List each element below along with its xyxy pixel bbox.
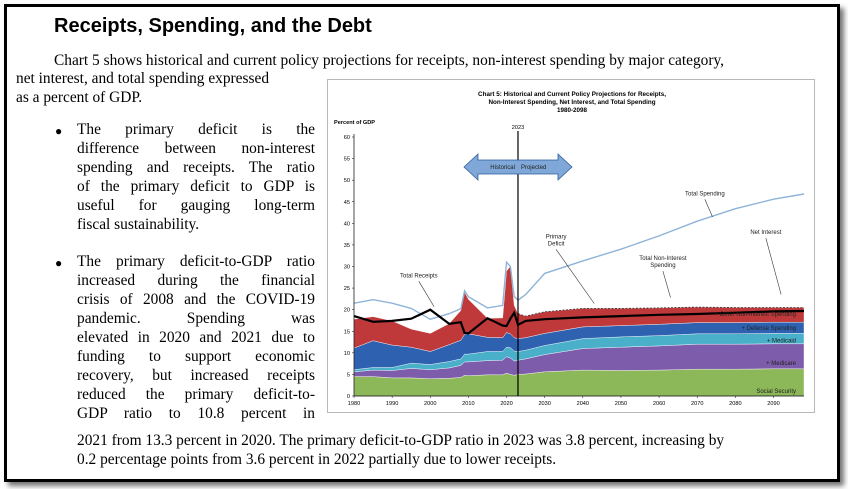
x-tick-label: 2080 (729, 401, 741, 407)
bullet-2-line: reduced the primary deficit-to- (77, 386, 315, 403)
y-tick-label: 0 (347, 394, 350, 400)
bullet-1-line: difference between non-interest (77, 140, 315, 157)
bullet-2-line: pandemic. Spending was (77, 310, 315, 327)
annotation-primary-deficit: Primary (546, 234, 567, 240)
bullet-2-line: recovery, but increased receipts (77, 367, 315, 384)
bullet-1-line: fiscal sustainability. (77, 216, 200, 233)
y-tick-label: 40 (344, 221, 350, 227)
annotation-primary-deficit: Deficit (548, 241, 565, 247)
annotation-net-interest: Net Interest (750, 230, 781, 236)
historical-label: Historical (490, 165, 515, 171)
x-tick-label: 2030 (538, 401, 550, 407)
y-tick-label: 10 (344, 351, 350, 357)
intro-line-2: net interest, and total spending express… (16, 70, 270, 87)
y-tick-label: 60 (344, 135, 350, 141)
area-other-non-interest-spending (353, 265, 805, 352)
chart-svg: Chart 5: Historical and Current Policy P… (334, 91, 805, 407)
divider-2023-label: 2023 (512, 125, 524, 131)
legend-label-other-non-interest-spending: + Other Non-interest Spending (714, 312, 796, 318)
bullet-2-line: crisis of 2008 and the COVID-19 (77, 291, 315, 308)
legend-label-defense-spending: + Defense Spending (741, 326, 796, 332)
annotation-total-non-interest-spending: Spending (650, 263, 675, 269)
chart-5-figure: Chart 5: Historical and Current Policy P… (327, 79, 815, 413)
bullet-1-line: spending and receipts. The ratio (77, 159, 315, 176)
annotation-pointer (662, 270, 671, 298)
x-tick-label: 2050 (615, 401, 627, 407)
x-tick-label: 2060 (653, 401, 665, 407)
chart-title-line: Non-Interest Spending, Net Interest, and… (488, 99, 655, 106)
projected-label: Projected (521, 165, 546, 171)
intro-line-3: as a percent of GDP. (16, 89, 143, 106)
annotation-pointer (765, 238, 782, 295)
y-axis-label: Percent of GDP (334, 120, 375, 126)
y-tick-label: 30 (344, 265, 350, 271)
y-tick-label: 55 (344, 157, 350, 163)
legend-label-medicaid: + Medicaid (767, 338, 796, 344)
y-tick-label: 15 (344, 329, 350, 335)
bullet-2-line: funding to support economic (77, 348, 315, 365)
annotation-pointer (418, 281, 435, 307)
y-tick-label: 25 (344, 286, 350, 292)
annotation-pointer (704, 199, 713, 217)
x-tick-label: 1990 (386, 401, 398, 407)
bullet-1-line: of the primary deficit to GDP is (77, 178, 315, 195)
closing-line-2: 0.2 percentage points from 3.6 percent i… (77, 451, 557, 468)
bullet-dot-icon: ● (55, 256, 63, 270)
plot-area: 0 5 10 15 20 25 30 35 40 45 50 55 60 1980 1990 2000 2010… (344, 125, 805, 407)
annotation-total-spending: Total Spending (685, 191, 725, 197)
bullet-dot-icon: ● (55, 124, 63, 138)
x-tick-label: 2070 (691, 401, 703, 407)
x-tick-label: 2090 (767, 401, 779, 407)
bullet-2-line: increased during the financial (77, 272, 315, 289)
bullet-1-line: The primary deficit is the (77, 121, 315, 138)
y-tick-label: 5 (347, 372, 350, 378)
total-receipts-line (353, 308, 805, 335)
legend-label-social-security: Social Security (756, 389, 796, 395)
bullet-2-line: GDP ratio to 10.8 percent in (77, 405, 315, 422)
closing-line-1: 2021 from 13.3 percent in 2020. The prim… (77, 432, 725, 449)
y-tick-label: 20 (344, 308, 350, 314)
y-tick-label: 35 (344, 243, 350, 249)
section-title: Receipts, Spending, and the Debt (54, 15, 372, 37)
total-spending-line (353, 193, 805, 320)
intro-line-1: Chart 5 shows historical and current pol… (54, 52, 725, 69)
legend-label-medicare: + Medicare (766, 361, 797, 367)
y-tick-label: 50 (344, 178, 350, 184)
total-noninterest-spending-line (517, 306, 804, 317)
chart-title-line: 1980-2098 (557, 107, 588, 114)
annotation-total-receipts: Total Receipts (400, 273, 438, 279)
x-tick-label: 2040 (577, 401, 589, 407)
annotation-pointer (555, 249, 595, 304)
bullet-2-line: The primary deficit-to-GDP ratio (77, 253, 315, 270)
bullet-2-line: elevated in 2020 and 2021 due to (77, 329, 315, 346)
x-tick-label: 2010 (462, 401, 474, 407)
chart-title-line: Chart 5: Historical and Current Policy P… (478, 91, 666, 98)
x-tick-label: 1980 (348, 401, 360, 407)
bullet-1-line: useful for gauging long-term (77, 197, 315, 214)
x-tick-label: 2000 (424, 401, 436, 407)
annotation-total-non-interest-spending: Total Non-Interest (639, 256, 687, 262)
historical-projected-arrow-icon (463, 153, 573, 181)
y-tick-label: 45 (344, 200, 350, 206)
document-page: Receipts, Spending, and the Debt Chart 5… (4, 4, 840, 482)
x-tick-label: 2020 (500, 401, 512, 407)
